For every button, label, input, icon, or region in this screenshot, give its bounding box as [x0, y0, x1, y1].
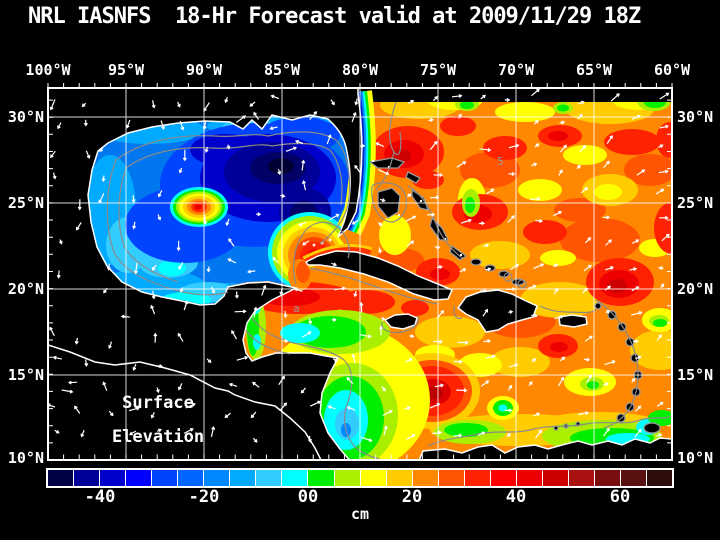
colorbar-tick-label: -20	[188, 487, 220, 507]
latitude-label-left: 25°N	[7, 194, 44, 212]
pacific-coastline	[48, 344, 322, 460]
colorbar-cell	[334, 470, 360, 486]
colorbar-cell	[308, 470, 334, 486]
map-annotation-line2: Elevation	[111, 427, 205, 447]
latitude-label-right: 30°N	[677, 108, 714, 126]
latitude-label-right: 25°N	[677, 194, 714, 212]
colorbar-tick-label: 00	[297, 487, 319, 507]
colorbar-cells	[48, 470, 673, 486]
colorbar-cell	[74, 470, 100, 486]
longitude-label: 100°W	[25, 61, 71, 79]
colorbar-cell	[100, 470, 126, 486]
plot-title: NRL IASNFS 18-Hr Forecast valid at 2009/…	[28, 4, 641, 29]
longitude-label: 90°W	[185, 61, 223, 79]
south-america-land	[418, 437, 672, 460]
colorbar-cell	[647, 470, 673, 486]
sw-caribbean-cold-gyre	[246, 296, 430, 460]
jamaica-land	[383, 313, 418, 330]
latitude-label-left: 10°N	[7, 449, 44, 467]
cuba-land	[304, 250, 453, 301]
gulf-warm-eddy	[170, 187, 228, 227]
colorbar-cell	[568, 470, 594, 486]
longitude-label: 75°W	[419, 61, 457, 79]
longitude-label: 85°W	[263, 61, 301, 79]
latitude-label-left: 15°N	[7, 366, 44, 384]
latitude-label-left: 30°N	[7, 108, 44, 126]
colorbar-cell	[256, 470, 282, 486]
axis-ticks	[47, 83, 673, 461]
colorbar-tick-label: 20	[401, 487, 423, 507]
puerto-rico-land	[558, 314, 588, 328]
colorbar-cell	[412, 470, 438, 486]
map-annotation-line1: Surface	[122, 393, 194, 413]
longitude-label: 70°W	[497, 61, 535, 79]
colorbar-cell	[621, 470, 647, 486]
colorbar-unit: cm	[350, 505, 370, 523]
colorbar-cell	[204, 470, 230, 486]
colorbar-cell	[152, 470, 178, 486]
gulf-stream-band	[337, 90, 376, 236]
colorbar-cell	[516, 470, 542, 486]
colorbar-cell	[230, 470, 256, 486]
colorbar-cell	[360, 470, 386, 486]
bathymetry-contours	[106, 101, 672, 460]
colorbar-tick-label: 60	[609, 487, 631, 507]
latitude-label-right: 15°N	[677, 366, 714, 384]
latitude-label-right: 20°N	[677, 280, 714, 298]
colorbar-cell	[282, 470, 308, 486]
colorbar-cell	[178, 470, 204, 486]
contour-label: 5	[497, 155, 504, 168]
colorbar-cell	[490, 470, 516, 486]
latitude-label-left: 20°N	[7, 280, 44, 298]
longitude-label: 95°W	[107, 61, 145, 79]
colorbar-cell	[542, 470, 568, 486]
longitude-label: 80°W	[341, 61, 379, 79]
latitude-label-right: 10°N	[677, 449, 714, 467]
colorbar-cell	[126, 470, 152, 486]
longitude-label: 65°W	[575, 61, 613, 79]
colorbar-cell	[386, 470, 412, 486]
current-vector-arrows	[48, 88, 670, 443]
map-canvas	[48, 88, 672, 460]
colorbar-cell	[594, 470, 621, 486]
contour-label: a	[293, 302, 300, 315]
colorbar-cell	[438, 470, 464, 486]
colorbar-cell	[48, 470, 74, 486]
longitude-label: 60°W	[653, 61, 691, 79]
colorbar-tick-label: -40	[84, 487, 116, 507]
colorbar-tick-label: 40	[505, 487, 527, 507]
colorbar	[46, 468, 674, 488]
colorbar-cell	[464, 470, 490, 486]
gridlines	[48, 88, 672, 460]
